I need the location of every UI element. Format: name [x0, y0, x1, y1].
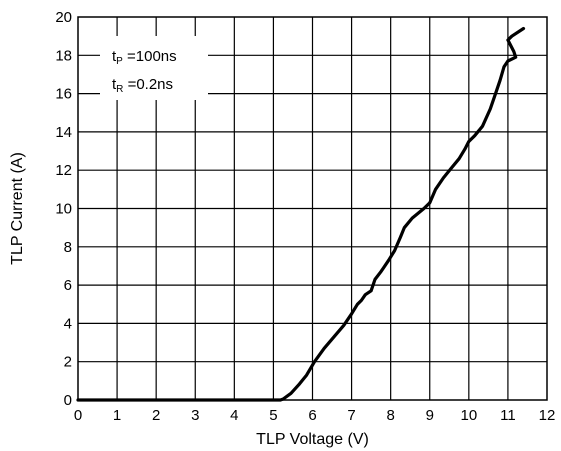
- y-tick-label-0: 0: [64, 392, 72, 409]
- x-tick-label-2: 2: [152, 407, 160, 424]
- x-tick-label-6: 6: [308, 407, 316, 424]
- y-tick-label-14: 14: [55, 124, 72, 141]
- x-tick-labels: 0 1 2 3 4 5 6 7 8 9 10 11 12: [74, 407, 556, 424]
- x-tick-label-4: 4: [230, 407, 238, 424]
- x-tick-label-7: 7: [347, 407, 355, 424]
- y-tick-label-20: 20: [55, 9, 72, 26]
- pulse-annotation: tP =100ns tR =0.2ns: [100, 36, 208, 100]
- y-tick-label-12: 12: [55, 162, 72, 179]
- y-tick-label-8: 8: [64, 239, 72, 256]
- x-tick-label-8: 8: [386, 407, 394, 424]
- y-axis-label: TLP Current (A): [9, 152, 26, 265]
- annotation-tr-sub: R: [116, 84, 123, 95]
- x-tick-label-11: 11: [500, 407, 516, 424]
- annotation-tp-rest: =100ns: [123, 48, 177, 65]
- y-tick-label-6: 6: [64, 277, 72, 294]
- x-tick-label-10: 10: [460, 407, 477, 424]
- x-tick-label-5: 5: [269, 407, 277, 424]
- y-tick-label-2: 2: [64, 354, 72, 371]
- annotation-tr-rest: =0.2ns: [123, 76, 173, 93]
- y-tick-label-16: 16: [55, 86, 72, 103]
- x-tick-label-12: 12: [539, 407, 556, 424]
- y-tick-label-10: 10: [55, 201, 72, 218]
- x-tick-label-9: 9: [426, 407, 434, 424]
- x-tick-label-0: 0: [74, 407, 82, 424]
- y-tick-label-4: 4: [64, 315, 72, 332]
- x-tick-label-1: 1: [113, 407, 121, 424]
- y-tick-label-18: 18: [55, 47, 72, 64]
- x-axis-label: TLP Voltage (V): [256, 431, 369, 448]
- x-tick-label-3: 3: [191, 407, 199, 424]
- y-tick-labels: 0 2 4 6 8 10 12 14 16 18 20: [55, 9, 72, 409]
